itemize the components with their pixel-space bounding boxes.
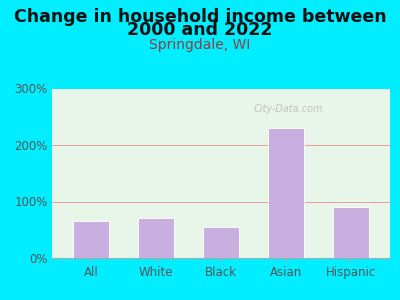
Bar [333, 207, 369, 258]
Bar [203, 227, 239, 258]
Bar [73, 221, 109, 258]
Bar [138, 218, 174, 258]
Bar [268, 128, 304, 258]
Text: 2000 and 2022: 2000 and 2022 [127, 21, 273, 39]
Text: City-Data.com: City-Data.com [254, 104, 324, 114]
Text: Change in household income between: Change in household income between [14, 8, 386, 26]
Text: Springdale, WI: Springdale, WI [149, 38, 251, 52]
